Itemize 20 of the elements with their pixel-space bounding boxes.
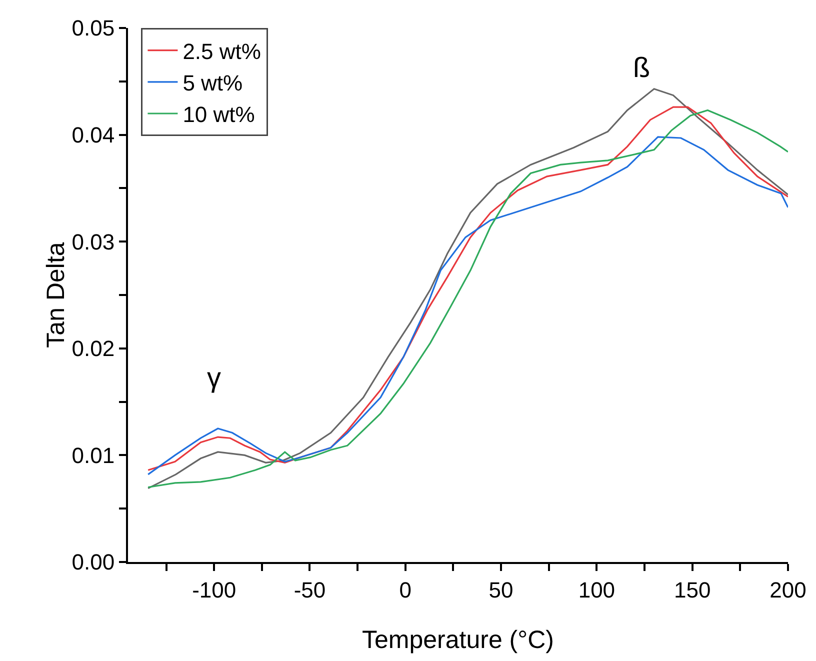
legend-label: 10 wt% bbox=[182, 102, 255, 128]
x-tick-label: 0 bbox=[399, 577, 412, 602]
y-tick-label: 0.04 bbox=[72, 122, 115, 148]
y-tick-label: 0.00 bbox=[72, 550, 115, 575]
y-tick-label: 0.05 bbox=[72, 16, 115, 41]
x-tick-label: 200 bbox=[770, 577, 806, 602]
x-axis-title: Temperature (°C) bbox=[362, 626, 554, 654]
annotation: γ bbox=[207, 362, 221, 393]
x-tick-label: 100 bbox=[578, 577, 616, 602]
x-tick-label: -100 bbox=[192, 577, 236, 602]
y-tick-label: 0.03 bbox=[72, 229, 115, 254]
x-tick-label: 150 bbox=[674, 577, 711, 602]
annotation: ß bbox=[633, 52, 650, 83]
legend-label: 5 wt% bbox=[182, 70, 243, 96]
legend-label: 2.5 wt% bbox=[182, 38, 261, 64]
y-axis-title: Tan Delta bbox=[42, 242, 70, 348]
x-tick-label: -50 bbox=[294, 577, 326, 602]
x-tick-label: 50 bbox=[488, 577, 514, 602]
y-tick-label: 0.02 bbox=[72, 336, 115, 362]
y-tick-label: 0.01 bbox=[72, 442, 115, 468]
